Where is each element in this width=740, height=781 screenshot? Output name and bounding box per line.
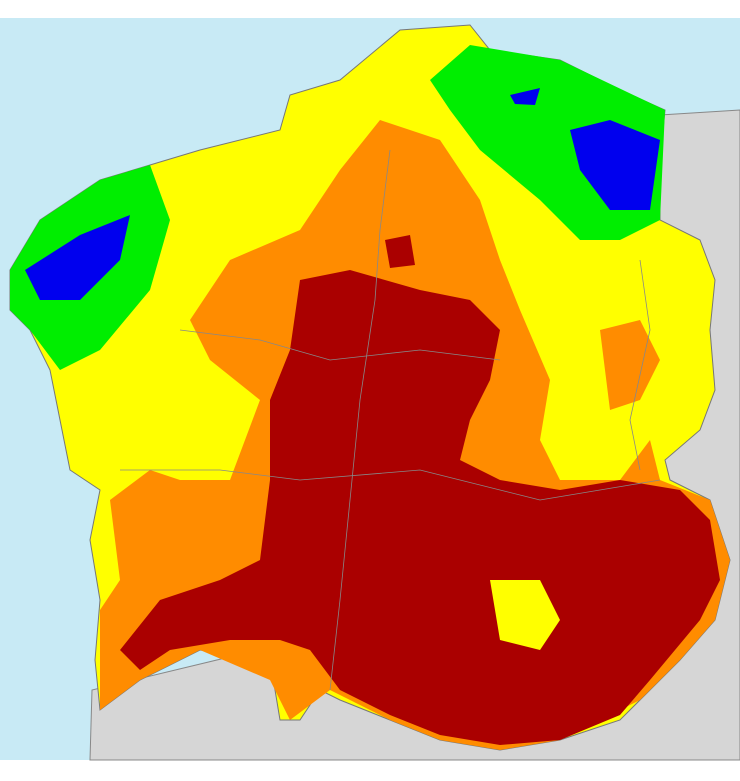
region-orange-east bbox=[600, 320, 660, 410]
region-yellow-patch bbox=[490, 580, 560, 650]
region-dark-red-patch bbox=[385, 235, 415, 268]
region-blue-patch bbox=[510, 88, 540, 105]
region-blue-west bbox=[25, 215, 130, 300]
region-blue-east bbox=[570, 120, 660, 210]
region-dark-red bbox=[120, 270, 720, 745]
boundaries bbox=[120, 149, 661, 691]
